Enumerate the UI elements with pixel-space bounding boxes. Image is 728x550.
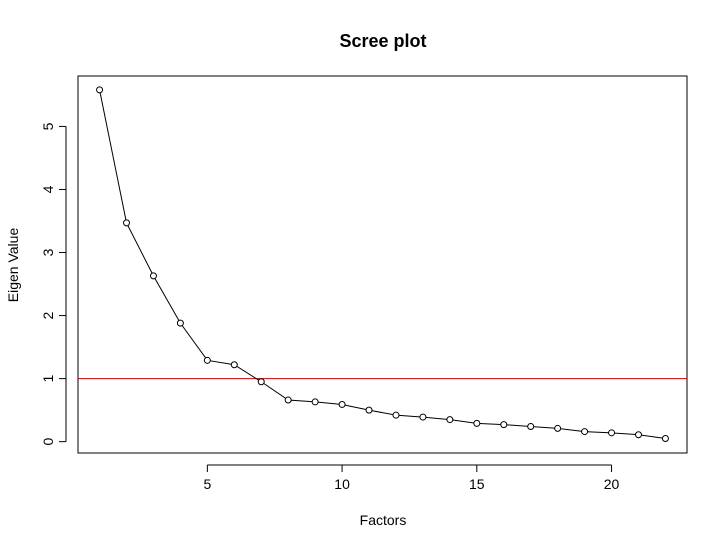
data-point-22 <box>661 435 669 442</box>
data-point-21 <box>634 431 642 439</box>
data-point-17 <box>527 423 535 431</box>
data-point-4 <box>176 319 184 327</box>
data-point-19 <box>581 428 589 436</box>
data-point-10 <box>338 400 346 408</box>
data-point-6 <box>230 361 238 369</box>
data-point-12 <box>392 411 400 419</box>
x-tick-label-5: 5 <box>203 476 211 492</box>
data-point-13 <box>419 413 427 421</box>
chart-title: Scree plot <box>339 31 426 51</box>
y-axis-label: Eigen Value <box>5 228 21 303</box>
data-point-20 <box>608 429 616 437</box>
data-point-1 <box>96 86 104 94</box>
data-point-2 <box>123 219 131 227</box>
data-point-14 <box>446 416 454 424</box>
series-line <box>99 89 666 439</box>
y-tick-label-3: 3 <box>40 248 56 256</box>
data-point-16 <box>500 421 508 429</box>
data-point-11 <box>365 406 373 414</box>
x-tick-label-15: 15 <box>469 476 485 492</box>
data-point-18 <box>554 424 562 432</box>
plot-area <box>77 75 688 454</box>
x-axis: 5 10 15 20 <box>203 464 620 492</box>
data-point-3 <box>149 272 157 280</box>
x-tick-label-10: 10 <box>334 476 350 492</box>
data-point-8 <box>284 396 292 404</box>
data-point-5 <box>203 356 211 364</box>
data-point-15 <box>473 419 481 427</box>
x-axis-label: Factors <box>360 512 407 528</box>
y-tick-label-0: 0 <box>40 438 56 446</box>
data-point-7 <box>257 378 265 386</box>
x-tick-label-20: 20 <box>604 476 620 492</box>
y-tick-label-2: 2 <box>40 311 56 319</box>
data-point-9 <box>311 398 319 406</box>
y-tick-label-4: 4 <box>40 185 56 193</box>
y-axis: 0 1 2 3 4 5 <box>40 122 67 446</box>
data-points <box>96 86 669 442</box>
y-tick-label-1: 1 <box>40 375 56 383</box>
y-tick-label-5: 5 <box>40 122 56 130</box>
